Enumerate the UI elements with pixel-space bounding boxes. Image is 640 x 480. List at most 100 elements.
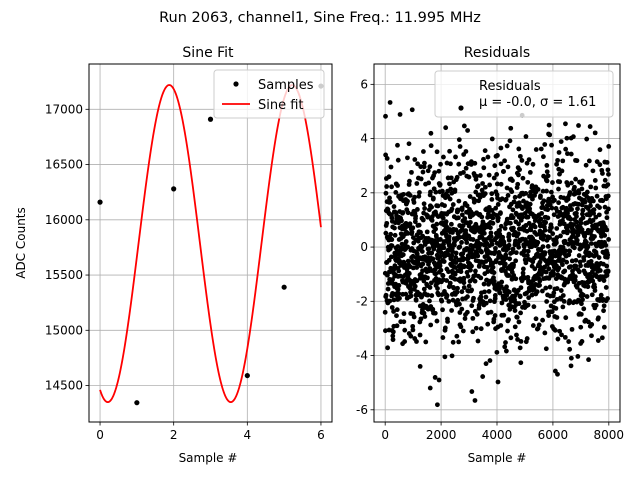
residuals-ytick-label--2: -2 — [356, 294, 368, 308]
residual-point — [597, 162, 603, 168]
sample-point — [134, 400, 140, 406]
residual-point — [540, 317, 546, 323]
residual-point — [461, 280, 467, 286]
residual-point — [412, 283, 418, 289]
residual-point — [429, 214, 435, 220]
residual-point — [459, 205, 465, 211]
residual-point — [459, 240, 464, 245]
residual-point — [527, 201, 533, 207]
residual-point — [544, 169, 550, 175]
residual-point — [453, 260, 459, 265]
residual-point — [606, 144, 612, 149]
residual-point — [568, 216, 573, 222]
residuals-ytick-label-6: 6 — [360, 77, 368, 91]
residual-point — [485, 154, 491, 160]
residual-point — [478, 275, 484, 281]
residual-point — [516, 146, 522, 152]
residual-point — [428, 143, 434, 149]
residual-point — [555, 336, 561, 342]
residual-point — [418, 176, 424, 182]
residual-point — [605, 206, 611, 212]
residual-point — [521, 244, 527, 249]
residual-point — [449, 353, 455, 359]
residual-point — [587, 124, 593, 129]
residual-point — [396, 283, 402, 288]
residual-point — [414, 181, 420, 186]
residual-point — [600, 171, 605, 176]
residual-point — [504, 143, 510, 149]
residual-point — [569, 258, 575, 264]
residual-point — [392, 225, 397, 231]
residual-point — [448, 175, 454, 181]
residual-point — [512, 194, 518, 200]
residual-point — [426, 246, 432, 252]
residual-point — [559, 168, 565, 174]
residual-point — [580, 297, 585, 303]
residual-point — [452, 271, 458, 277]
residual-point — [510, 178, 515, 183]
residual-point — [443, 219, 449, 225]
residual-point — [593, 302, 599, 308]
residual-point — [581, 306, 587, 312]
residual-point — [489, 191, 495, 197]
residual-point — [489, 197, 495, 202]
residual-point — [506, 317, 511, 323]
residual-point — [384, 220, 390, 226]
residual-point — [475, 338, 481, 344]
residual-point — [448, 161, 453, 167]
residual-point — [498, 210, 503, 216]
residual-point — [544, 299, 550, 304]
residual-point — [517, 167, 522, 173]
residual-point — [450, 339, 456, 345]
residual-point — [589, 333, 594, 339]
residual-point — [422, 206, 428, 211]
residual-point — [516, 244, 522, 250]
residual-point — [535, 240, 541, 245]
residual-point — [489, 136, 495, 142]
residual-point — [442, 203, 447, 209]
residual-point — [455, 297, 461, 303]
residual-point — [606, 171, 611, 177]
residual-point — [488, 309, 494, 315]
residual-point — [457, 144, 463, 149]
residual-point — [396, 268, 402, 274]
residual-point — [468, 267, 473, 273]
residual-point — [444, 278, 450, 283]
residuals-ytick-label-2: 2 — [360, 186, 368, 200]
residual-point — [525, 274, 531, 280]
residual-point — [495, 153, 500, 158]
sine-fit-xtick-label-2: 2 — [170, 428, 178, 442]
figure-suptitle: Run 2063, channel1, Sine Freq.: 11.995 M… — [159, 10, 481, 26]
residual-point — [489, 241, 495, 247]
residual-point — [585, 284, 591, 290]
residual-point — [596, 315, 601, 321]
residual-point — [498, 161, 504, 167]
residual-point — [530, 323, 536, 328]
residual-point — [581, 257, 587, 263]
residual-point — [470, 315, 476, 321]
residual-point — [563, 121, 568, 127]
residual-point — [545, 244, 551, 249]
residual-point — [475, 253, 481, 259]
residual-point — [530, 196, 535, 202]
residual-point — [395, 142, 400, 148]
residual-point — [543, 220, 549, 225]
residual-point — [584, 239, 589, 245]
residual-point — [596, 212, 602, 218]
residual-point — [526, 157, 532, 162]
residual-point — [459, 212, 465, 218]
residuals-ytick-label--6: -6 — [356, 403, 368, 417]
residual-point — [449, 206, 455, 212]
residual-point — [493, 245, 498, 251]
residual-point — [395, 286, 401, 292]
residual-point — [442, 325, 448, 331]
residual-point — [573, 257, 579, 263]
residual-point — [547, 284, 553, 290]
residual-point — [514, 314, 520, 320]
residual-point — [564, 259, 570, 265]
residual-point — [402, 339, 408, 344]
residual-point — [605, 252, 611, 258]
residual-point — [525, 248, 531, 254]
residual-point — [554, 315, 560, 320]
sample-point — [281, 284, 287, 290]
